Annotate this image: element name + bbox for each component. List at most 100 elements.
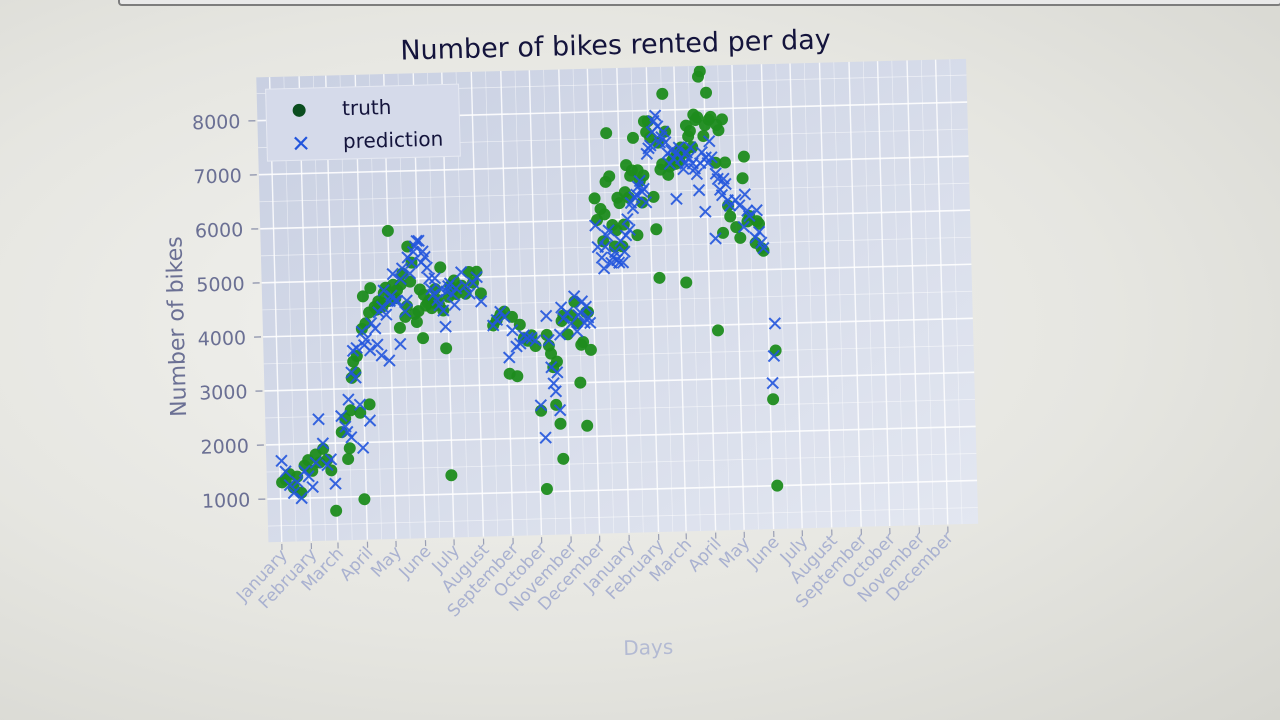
prediction-point: [695, 145, 709, 159]
y-tick-label: 8000: [192, 111, 241, 134]
prediction-point: [619, 229, 633, 242]
grid-line-vertical-minor: [601, 68, 615, 534]
truth-point: [700, 86, 713, 99]
prediction-point: [513, 337, 527, 350]
prediction-point: [578, 316, 591, 330]
prediction-point: [389, 294, 402, 308]
prediction-point: [290, 475, 304, 489]
truth-point: [613, 197, 626, 210]
legend-prediction-marker: [294, 136, 308, 151]
truth-point: [410, 316, 423, 329]
prediction-point: [395, 262, 409, 275]
prediction-point: [474, 295, 488, 308]
grid-line-vertical: [500, 71, 514, 536]
truth-point: [540, 483, 553, 496]
truth-point: [680, 276, 693, 289]
legend-truth-marker: [292, 103, 306, 117]
truth-point: [734, 231, 747, 244]
truth-point: [730, 221, 743, 234]
prediction-point: [449, 282, 463, 295]
truth-point: [737, 150, 750, 163]
grid-line-vertical-minor: [717, 65, 731, 531]
prediction-point: [711, 172, 725, 186]
prediction-point: [699, 205, 712, 219]
grid-line-vertical-minor: [775, 63, 789, 529]
grid-line-vertical-minor: [833, 62, 847, 528]
grid-line-vertical-minor: [514, 70, 528, 536]
prediction-point: [757, 241, 770, 255]
prediction-point: [553, 403, 567, 417]
truth-point: [581, 419, 594, 432]
truth-point: [691, 111, 704, 124]
truth-point: [712, 124, 725, 137]
truth-point: [724, 210, 737, 223]
prediction-point: [575, 295, 589, 308]
legend-prediction-label: prediction: [343, 127, 444, 154]
grid-line-vertical-minor: [543, 69, 557, 535]
truth-point: [598, 208, 611, 221]
grid-line-horizontal: [268, 507, 978, 527]
truth-point: [459, 287, 472, 300]
truth-point: [637, 169, 650, 182]
truth-point: [554, 417, 567, 430]
prediction-point: [733, 199, 746, 212]
prediction-point: [448, 298, 461, 312]
prediction-point: [595, 251, 609, 265]
grid-line-horizontal: [264, 371, 975, 392]
prediction-point: [599, 240, 612, 254]
truth-point: [511, 370, 524, 383]
prediction-point: [616, 256, 630, 269]
prediction-point: [275, 454, 288, 468]
truth-point: [584, 343, 597, 356]
truth-point: [636, 196, 649, 209]
truth-point: [513, 318, 526, 331]
prediction-point: [356, 441, 370, 455]
prediction-point: [766, 376, 780, 390]
truth-point: [659, 125, 672, 138]
grid-line-horizontal: [267, 479, 978, 500]
prediction-point: [588, 219, 602, 232]
prediction-point: [486, 319, 500, 332]
prediction-point: [454, 265, 468, 279]
y-tick-label: 5000: [196, 273, 245, 296]
prediction-point: [768, 317, 782, 330]
truth-point: [626, 131, 639, 144]
grid-line-vertical-minor: [485, 71, 499, 537]
prediction-point: [466, 276, 480, 290]
grid-line-vertical-minor: [630, 67, 644, 533]
prediction-point: [377, 284, 391, 297]
y-tick-label: 3000: [199, 381, 248, 404]
prediction-point: [505, 324, 519, 337]
grid-line-vertical: [818, 62, 833, 528]
x-tick-label: May: [715, 533, 754, 572]
prediction-point: [298, 464, 311, 478]
truth-point: [711, 324, 724, 337]
truth-point: [693, 65, 706, 78]
prediction-point: [446, 287, 459, 301]
prediction-point: [690, 167, 704, 181]
prediction-point: [663, 157, 677, 171]
prediction-point: [670, 192, 683, 206]
truth-point: [736, 172, 749, 185]
prediction-point: [349, 371, 362, 385]
prediction-point: [372, 305, 385, 319]
prediction-point: [306, 480, 320, 494]
prediction-point: [742, 209, 756, 223]
monitor-bezel: [118, 0, 1280, 6]
prediction-point: [618, 245, 631, 259]
prediction-point: [767, 349, 781, 363]
truth-point: [474, 287, 487, 300]
y-tick-label: 4000: [197, 327, 246, 350]
prediction-point: [656, 125, 670, 139]
prediction-point: [368, 322, 382, 335]
prediction-point: [557, 311, 570, 325]
prediction-point: [534, 398, 548, 412]
truth-point: [550, 398, 563, 411]
truth-point: [306, 464, 319, 477]
truth-point: [683, 124, 696, 137]
truth-point: [381, 224, 394, 237]
prediction-point: [426, 288, 440, 301]
prediction-point: [324, 453, 338, 466]
prediction-point: [316, 437, 330, 450]
